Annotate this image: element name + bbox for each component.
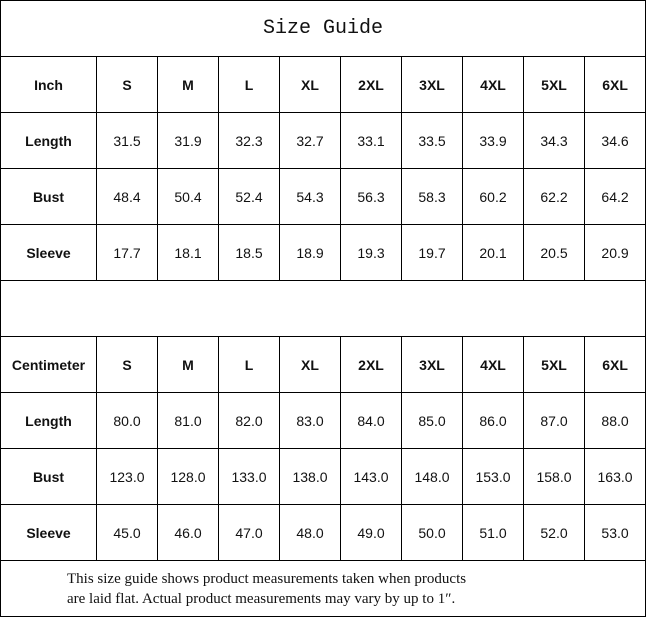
measurement-cell: 64.2 xyxy=(583,168,646,225)
measurement-cell: 34.6 xyxy=(583,112,646,169)
measurement-cell: 18.1 xyxy=(157,224,219,281)
measurement-cell: 62.2 xyxy=(523,168,585,225)
measurement-cell: 33.9 xyxy=(462,112,524,169)
size-header: 5XL xyxy=(523,56,585,113)
size-header: L xyxy=(218,336,280,393)
centimeter-row-sleeve: Sleeve 45.0 46.0 47.0 48.0 49.0 50.0 51.0 52.0 53… xyxy=(0,504,646,561)
measurement-cell: 46.0 xyxy=(157,504,219,561)
measurement-cell: 88.0 xyxy=(583,392,646,449)
measurement-cell: 20.9 xyxy=(583,224,646,281)
measurement-cell: 143.0 xyxy=(340,448,402,505)
row-label: Length xyxy=(0,112,97,169)
size-header: 4XL xyxy=(462,336,524,393)
title-row: Size Guide xyxy=(0,0,646,57)
measurement-cell: 31.9 xyxy=(157,112,219,169)
inch-row-length: Length 31.5 31.9 32.3 32.7 33.1 33.5 33.9 34.3 34… xyxy=(0,112,646,169)
measurement-cell: 49.0 xyxy=(340,504,402,561)
inch-row-sleeve: Sleeve 17.7 18.1 18.5 18.9 19.3 19.7 20.1 20.5 20… xyxy=(0,224,646,281)
measurement-cell: 163.0 xyxy=(583,448,646,505)
unit-header: Centimeter xyxy=(0,336,97,393)
size-header: M xyxy=(157,336,219,393)
measurement-cell: 52.4 xyxy=(218,168,280,225)
row-label: Length xyxy=(0,392,97,449)
size-header: XL xyxy=(279,56,341,113)
unit-header: Inch xyxy=(0,56,97,113)
row-label: Sleeve xyxy=(0,224,97,281)
measurement-cell: 86.0 xyxy=(462,392,524,449)
measurement-cell: 54.3 xyxy=(279,168,341,225)
measurement-cell: 18.9 xyxy=(279,224,341,281)
measurement-cell: 80.0 xyxy=(96,392,158,449)
size-header: 3XL xyxy=(401,336,463,393)
measurement-cell: 48.4 xyxy=(96,168,158,225)
size-header: 4XL xyxy=(462,56,524,113)
measurement-cell: 133.0 xyxy=(218,448,280,505)
measurement-cell: 17.7 xyxy=(96,224,158,281)
page-title: Size Guide xyxy=(0,0,646,57)
measurement-cell: 138.0 xyxy=(279,448,341,505)
measurement-note: This size guide shows product measuremen… xyxy=(0,560,646,617)
measurement-cell: 20.5 xyxy=(523,224,585,281)
row-label: Bust xyxy=(0,168,97,225)
note-line2: are laid flat. Actual product measuremen… xyxy=(67,590,456,607)
measurement-cell: 53.0 xyxy=(583,504,646,561)
measurement-cell: 85.0 xyxy=(401,392,463,449)
measurement-cell: 20.1 xyxy=(462,224,524,281)
measurement-cell: 123.0 xyxy=(96,448,158,505)
row-label: Sleeve xyxy=(0,504,97,561)
measurement-cell: 51.0 xyxy=(462,504,524,561)
measurement-cell: 47.0 xyxy=(218,504,280,561)
spacer-cell xyxy=(0,280,646,337)
measurement-cell: 158.0 xyxy=(523,448,585,505)
size-header: S xyxy=(96,336,158,393)
measurement-cell: 128.0 xyxy=(157,448,219,505)
size-header: 6XL xyxy=(583,56,646,113)
measurement-cell: 19.7 xyxy=(401,224,463,281)
centimeter-header-row: Centimeter S M L XL 2XL 3XL 4XL 5XL 6XL xyxy=(0,336,646,393)
centimeter-row-bust: Bust 123.0 128.0 133.0 138.0 143.0 148.0 153.0 1… xyxy=(0,448,646,505)
spacer-row xyxy=(0,280,646,337)
inch-row-bust: Bust 48.4 50.4 52.4 54.3 56.3 58.3 60.2 62.2 64.2 xyxy=(0,168,646,225)
size-header: XL xyxy=(279,336,341,393)
measurement-cell: 82.0 xyxy=(218,392,280,449)
measurement-cell: 60.2 xyxy=(462,168,524,225)
measurement-cell: 31.5 xyxy=(96,112,158,169)
note-line1: This size guide shows product measuremen… xyxy=(67,570,467,587)
measurement-cell: 32.3 xyxy=(218,112,280,169)
note-row: This size guide shows product measuremen… xyxy=(0,560,646,617)
measurement-cell: 32.7 xyxy=(279,112,341,169)
size-header: 3XL xyxy=(401,56,463,113)
measurement-cell: 52.0 xyxy=(523,504,585,561)
centimeter-row-length: Length 80.0 81.0 82.0 83.0 84.0 85.0 86.0 87.0 88… xyxy=(0,392,646,449)
inch-header-row: Inch S M L XL 2XL 3XL 4XL 5XL 6XL xyxy=(0,56,646,113)
measurement-cell: 83.0 xyxy=(279,392,341,449)
measurement-cell: 153.0 xyxy=(462,448,524,505)
size-header: 6XL xyxy=(583,336,646,393)
measurement-cell: 33.5 xyxy=(401,112,463,169)
row-label: Bust xyxy=(0,448,97,505)
measurement-cell: 33.1 xyxy=(340,112,402,169)
measurement-cell: 45.0 xyxy=(96,504,158,561)
size-header: 2XL xyxy=(340,56,402,113)
measurement-cell: 81.0 xyxy=(157,392,219,449)
measurement-cell: 19.3 xyxy=(340,224,402,281)
size-header: 2XL xyxy=(340,336,402,393)
size-header: L xyxy=(218,56,280,113)
measurement-cell: 56.3 xyxy=(340,168,402,225)
size-header: S xyxy=(96,56,158,113)
size-header: M xyxy=(157,56,219,113)
measurement-cell: 87.0 xyxy=(523,392,585,449)
measurement-cell: 50.4 xyxy=(157,168,219,225)
measurement-cell: 148.0 xyxy=(401,448,463,505)
measurement-cell: 34.3 xyxy=(523,112,585,169)
measurement-cell: 84.0 xyxy=(340,392,402,449)
measurement-cell: 58.3 xyxy=(401,168,463,225)
measurement-cell: 50.0 xyxy=(401,504,463,561)
measurement-cell: 18.5 xyxy=(218,224,280,281)
size-header: 5XL xyxy=(523,336,585,393)
measurement-cell: 48.0 xyxy=(279,504,341,561)
